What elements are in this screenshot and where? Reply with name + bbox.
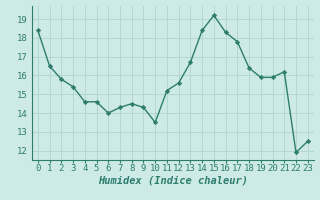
X-axis label: Humidex (Indice chaleur): Humidex (Indice chaleur) [98,176,248,186]
